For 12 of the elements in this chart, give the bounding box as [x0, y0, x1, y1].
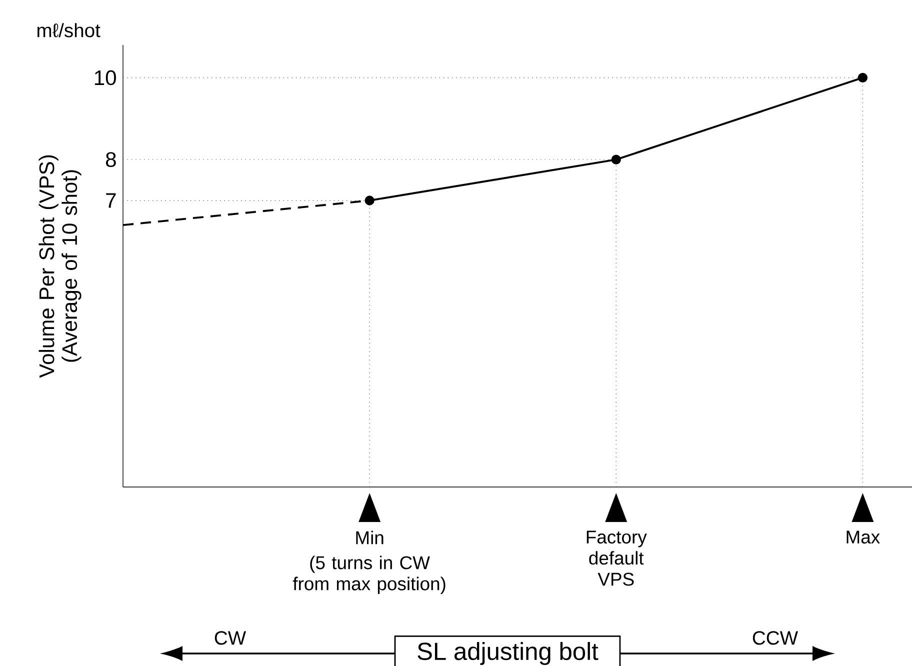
x-axis-title: SL adjusting bolt: [418, 642, 598, 665]
x-tick-label: Factory default VPS: [586, 530, 647, 586]
y-tick-label: 8: [106, 152, 116, 168]
x-tick-label: Max: [846, 530, 880, 544]
y-axis-title: Volume Per Shot (VPS) (Average of 10 shot): [38, 155, 82, 378]
text: CCW: [752, 631, 798, 645]
x-tick-label: Min: [356, 530, 384, 544]
text: CW: [214, 631, 246, 645]
text: mℓ/shot: [38, 23, 100, 38]
y-tick-label: 10: [94, 70, 116, 86]
y-tick-label: 7: [106, 193, 116, 208]
text: (5 turns in CW from max position): [292, 556, 446, 594]
